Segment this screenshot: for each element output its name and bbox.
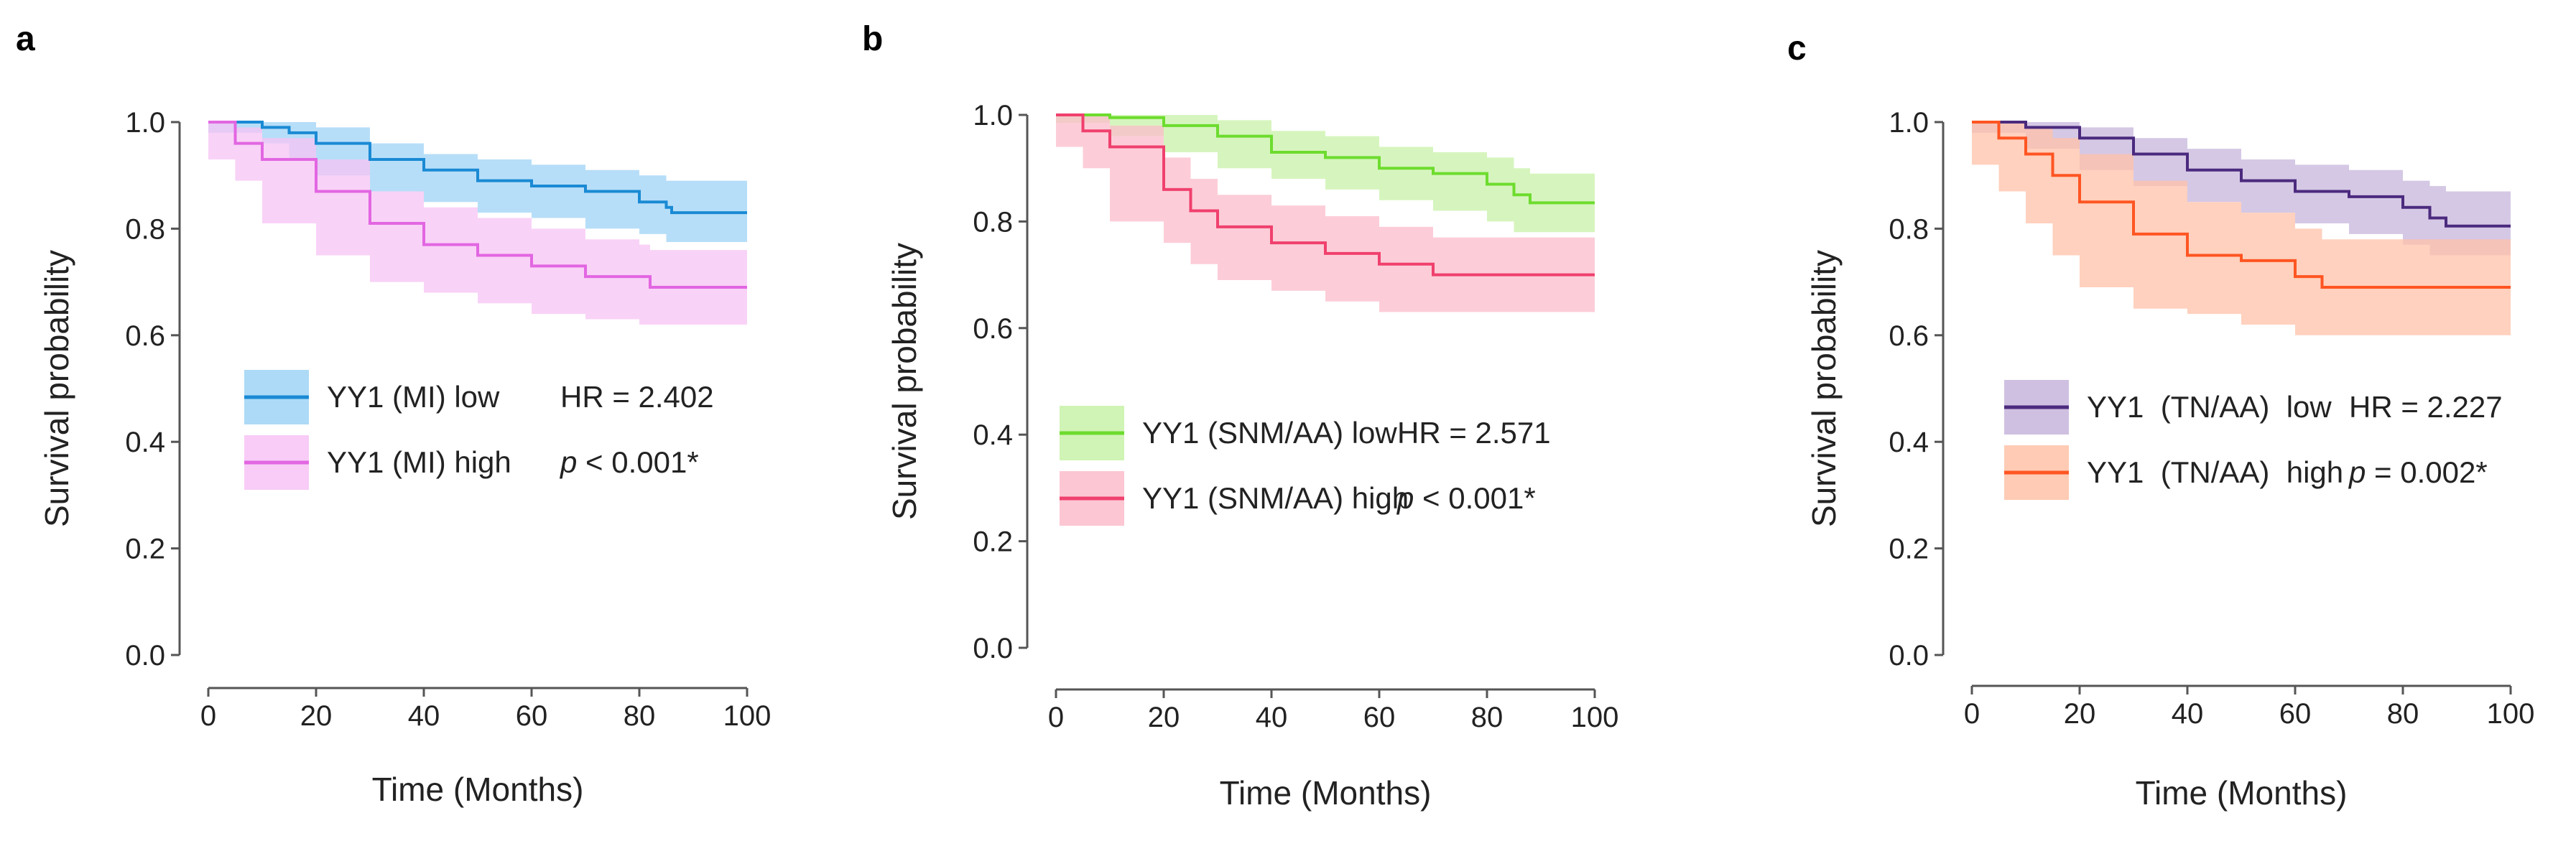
p-value-label: p < 0.001* (1396, 481, 1536, 515)
y-tick-label: 0.4 (1889, 427, 1929, 458)
y-tick-label: 0.2 (125, 534, 165, 565)
panel-a: a 0.0 0.2 0.4 0.6 0.8 1.0 0 20 40 60 80 100 Time (Mon… (16, 20, 771, 808)
legend-label-series-2: YY1 (SNM/AA) high (1142, 481, 1409, 515)
y-tick-label: 0.4 (973, 419, 1013, 451)
x-tick-label: 80 (624, 700, 656, 732)
legend-label-series-1: YY1 (TN/AA) low (2087, 390, 2332, 424)
panel-letter: a (16, 20, 35, 58)
x-axis-title: Time (Months) (2136, 774, 2348, 812)
p-value-label: p = 0.002* (2348, 455, 2488, 489)
y-tick-label: 1.0 (125, 107, 165, 139)
x-tick-label: 20 (1148, 702, 1180, 733)
x-tick-label: 0 (200, 700, 216, 732)
y-tick-label: 0.4 (125, 427, 165, 458)
panel-letter: b (862, 20, 883, 58)
survival-line-series-2 (1056, 113, 1595, 277)
x-tick-label: 80 (2387, 698, 2419, 730)
x-tick-label: 20 (2064, 698, 2096, 730)
legend-label-series-2: YY1 (MI) high (327, 445, 511, 479)
x-tick-label: 40 (1256, 702, 1288, 733)
confidence-band-series-2 (1056, 115, 1595, 312)
x-tick-label: 0 (1964, 698, 1980, 730)
x-tick-label: 100 (2487, 698, 2535, 730)
y-axis-title: Survival probability (886, 243, 923, 520)
confidence-band-series-1 (1056, 115, 1595, 233)
x-axis-title: Time (Months) (372, 771, 584, 808)
y-tick-label: 1.0 (1889, 107, 1929, 139)
y-tick-label: 0.8 (1889, 213, 1929, 245)
y-tick-label: 0.6 (1889, 320, 1929, 352)
panel-letter: c (1787, 29, 1807, 68)
x-tick-label: 40 (2172, 698, 2204, 730)
x-tick-label: 60 (516, 700, 548, 732)
x-tick-label: 60 (1363, 702, 1396, 733)
x-tick-label: 100 (1571, 702, 1619, 733)
y-tick-label: 0.2 (973, 526, 1013, 558)
hazard-ratio-label: HR = 2.227 (2349, 390, 2503, 424)
hazard-ratio-label: HR = 2.402 (560, 380, 714, 414)
legend-label-series-1: YY1 (MI) low (327, 380, 500, 414)
x-tick-label: 40 (408, 700, 440, 732)
panel-c: c 0.0 0.2 0.4 0.6 0.8 1.0 0 20 40 60 80 100 Time (Mon… (1787, 29, 2534, 812)
panel-b: b 0.0 0.2 0.4 0.6 0.8 1.0 0 20 40 60 80 100 Time (Mon… (862, 20, 1618, 812)
y-tick-label: 0.6 (973, 313, 1013, 345)
y-tick-label: 0.6 (125, 320, 165, 352)
y-tick-label: 1.0 (973, 100, 1013, 131)
confidence-band-series-2 (1972, 122, 2511, 335)
y-tick-label: 0.2 (1889, 534, 1929, 565)
hazard-ratio-label: HR = 2.571 (1397, 416, 1551, 450)
x-tick-label: 0 (1048, 702, 1064, 733)
y-tick-label: 0.8 (125, 213, 165, 245)
y-tick-label: 0.0 (125, 640, 165, 672)
survival-line-series-1 (1972, 121, 2511, 228)
y-axis-title: Survival probability (38, 250, 75, 527)
x-axis-title: Time (Months) (1220, 774, 1432, 812)
survival-line-series-1 (1056, 113, 1595, 205)
y-tick-label: 0.0 (1889, 640, 1929, 672)
y-tick-label: 0.8 (973, 206, 1013, 238)
survival-line-series-2 (208, 121, 747, 289)
y-axis-title: Survival probability (1805, 250, 1843, 527)
p-value-label: p < 0.001* (559, 445, 699, 479)
legend-label-series-2: YY1 (TN/AA) high (2087, 455, 2343, 489)
survival-line-series-2 (1972, 121, 2511, 289)
y-tick-label: 0.0 (973, 633, 1013, 664)
legend-label-series-1: YY1 (SNM/AA) low (1142, 416, 1397, 450)
x-tick-label: 60 (2279, 698, 2312, 730)
x-tick-label: 20 (300, 700, 333, 732)
survival-line-series-1 (208, 121, 747, 215)
x-tick-label: 100 (723, 700, 772, 732)
x-tick-label: 80 (1471, 702, 1504, 733)
confidence-band-series-2 (208, 122, 747, 325)
